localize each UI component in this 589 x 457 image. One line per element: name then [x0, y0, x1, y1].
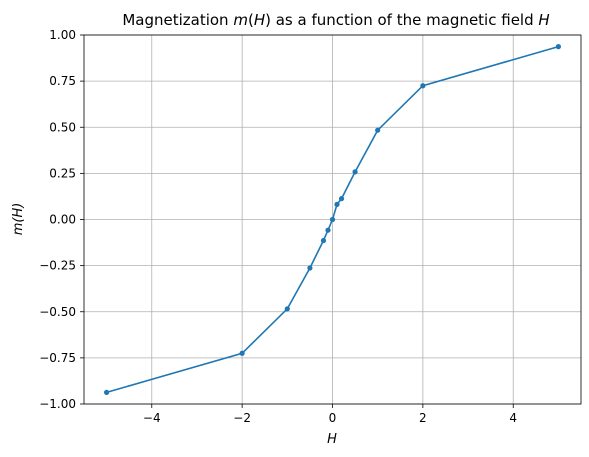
x-tick-label: 0	[329, 411, 337, 425]
y-tick-label: 0.75	[49, 74, 76, 88]
data-point	[375, 127, 381, 133]
y-tick-label: −0.75	[39, 351, 76, 365]
y-tick-label: −1.00	[39, 397, 76, 411]
data-point	[239, 350, 245, 356]
data-point	[307, 265, 313, 271]
data-point	[320, 237, 327, 244]
y-tick-label: −0.25	[39, 259, 76, 273]
x-tick-label: −4	[143, 411, 161, 425]
plot-area	[103, 44, 562, 395]
y-axis-label: m(H)	[11, 203, 26, 236]
chart-title: Magnetization m(H) as a function of the …	[122, 11, 549, 29]
y-tick-label: 0.25	[49, 166, 76, 180]
y-tick-label: 1.00	[49, 28, 76, 42]
data-point	[338, 196, 345, 202]
x-axis-label: H	[327, 432, 337, 447]
x-tick-label: −2	[233, 411, 251, 425]
data-point	[284, 306, 290, 312]
y-tick-label: 0.50	[49, 120, 76, 134]
y-tick-label: −0.50	[39, 305, 76, 319]
data-point	[103, 389, 110, 395]
data-point	[420, 83, 426, 89]
data-point	[555, 44, 562, 50]
data-point	[325, 227, 331, 233]
y-tick-label: 0.00	[49, 213, 76, 227]
data-point	[329, 216, 336, 223]
x-tick-label: 2	[419, 411, 427, 425]
x-tick-label: 4	[509, 411, 517, 425]
data-point	[352, 169, 358, 175]
plot-frame	[83, 34, 582, 405]
data-point	[334, 201, 340, 207]
ticks: −4 −2 0 2 4 −1.00 −0.75 −0.50 −0.25 0.00 0.25 0.50 0…	[39, 28, 517, 425]
